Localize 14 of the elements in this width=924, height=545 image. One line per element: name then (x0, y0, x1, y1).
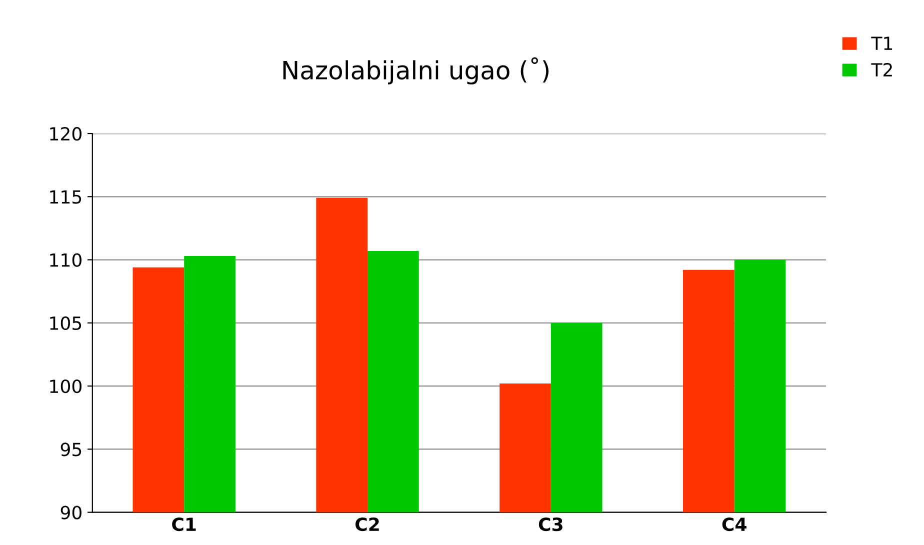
x-tick-label: C3 (538, 517, 562, 532)
x-tick-label: C2 (356, 517, 379, 532)
y-tick-label: 105 (50, 316, 82, 330)
y-tick-label: 100 (50, 380, 82, 394)
y-tick-label: 115 (50, 190, 82, 204)
x-tick-label: C1 (172, 517, 196, 532)
legend-label: T2 (871, 62, 892, 76)
x-tick-label: C4 (722, 517, 746, 532)
legend-label: T1 (871, 36, 892, 50)
y-tick-label: 120 (50, 126, 82, 141)
y-tick-label: 110 (50, 253, 82, 267)
y-tick-label: 95 (60, 442, 82, 456)
chart-title: Nazolabijalni ugao (˚) (283, 57, 549, 84)
y-tick-label: 90 (60, 506, 82, 520)
